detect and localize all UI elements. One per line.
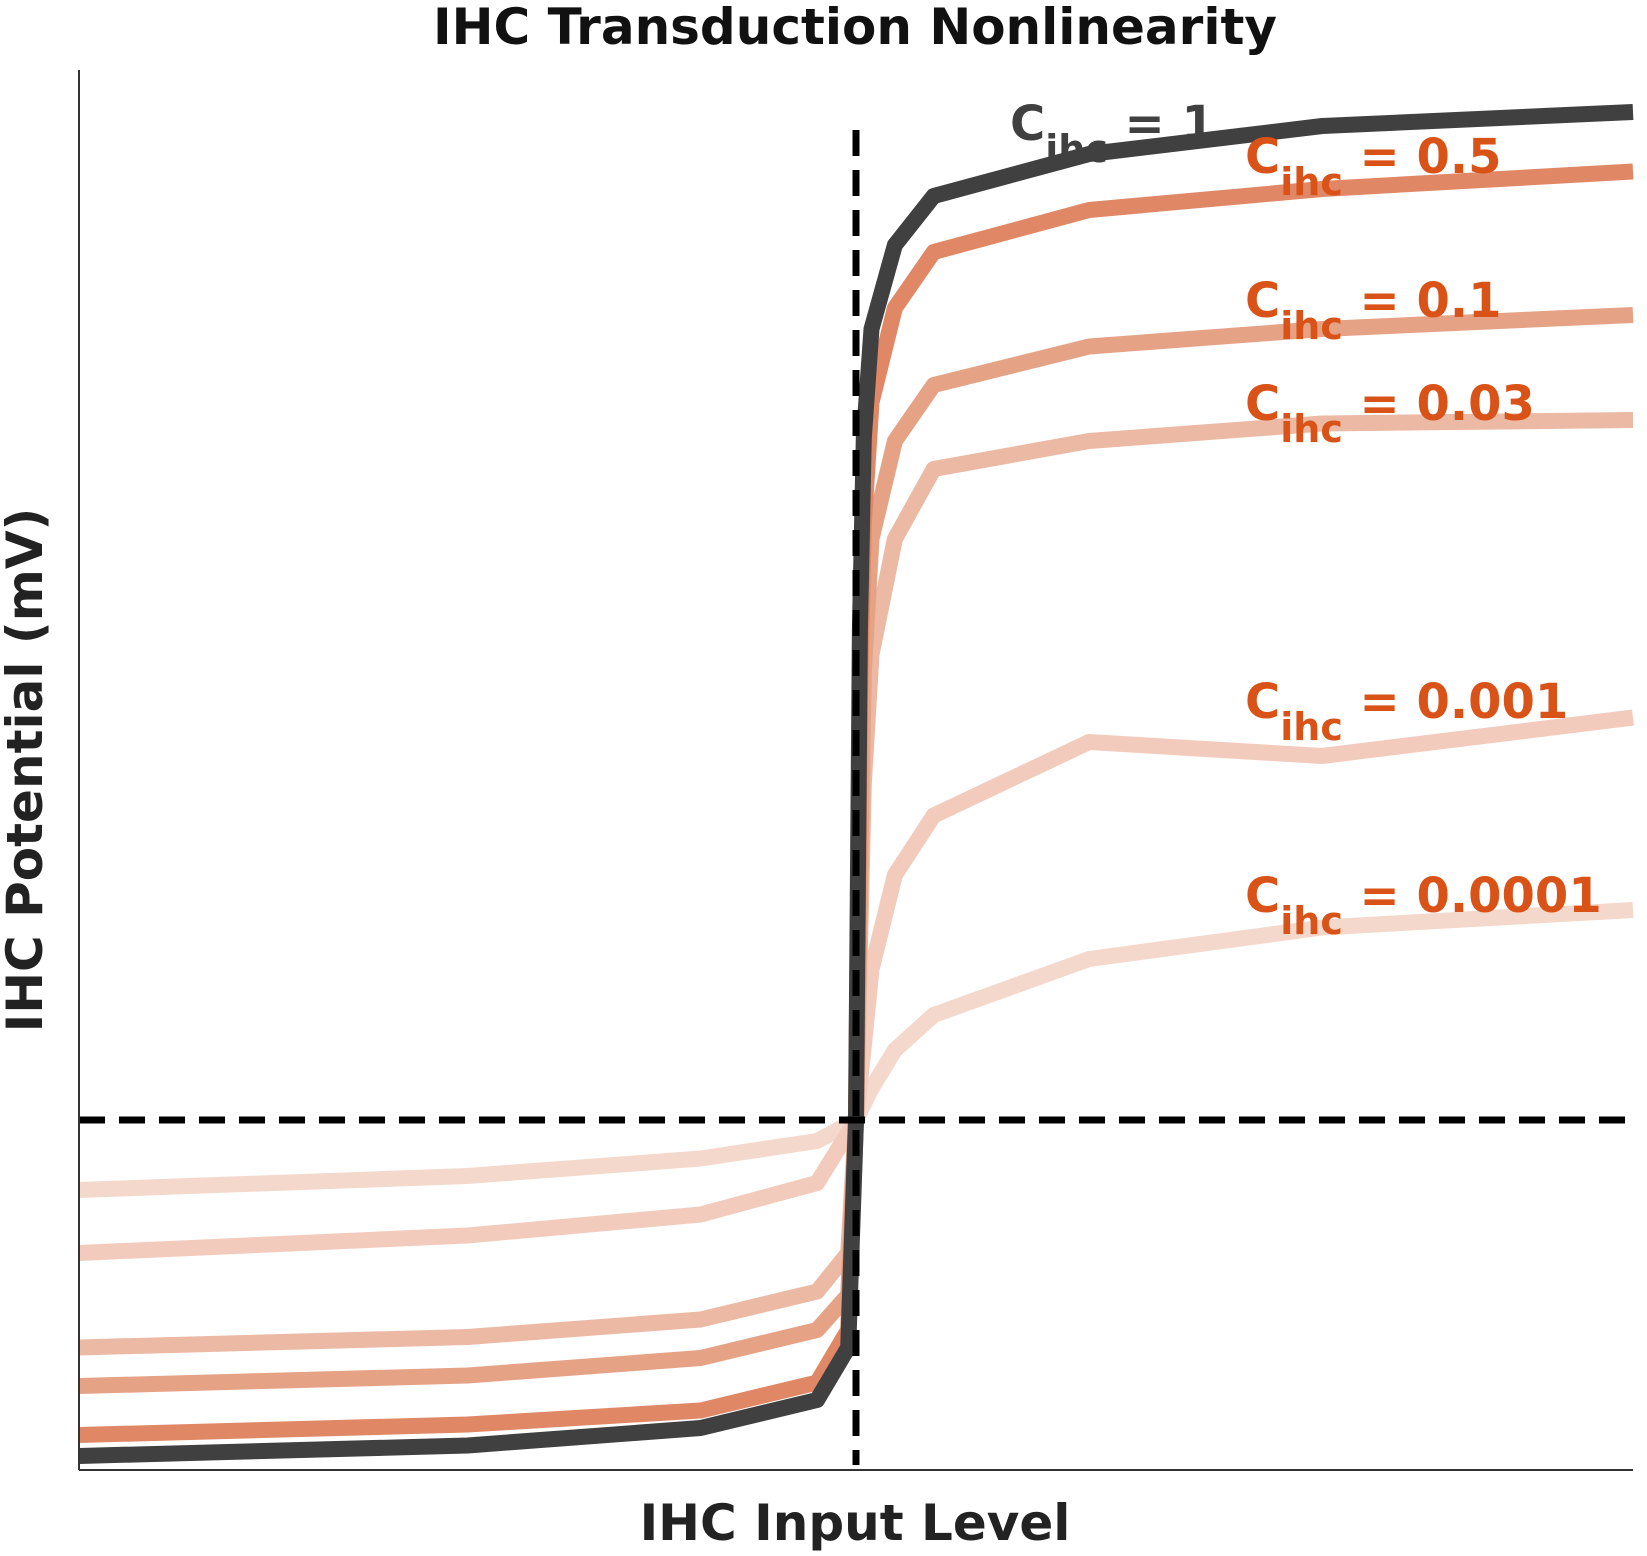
- curve-label-3: Cihc = 0.1: [1245, 273, 1502, 348]
- curve-label-2: Cihc = 0.03: [1245, 376, 1535, 451]
- series-line-0: [78, 902, 1634, 1198]
- curve-label-1: Cihc = 0.001: [1245, 674, 1568, 749]
- x-axis-label: IHC Input Level: [640, 1494, 1071, 1552]
- series-line-5: [78, 104, 1634, 1464]
- chart-title: IHC Transduction Nonlinearity: [433, 0, 1277, 56]
- curve-label-0: Cihc = 0.0001: [1245, 868, 1602, 943]
- curve-label-5: Cihc = 1: [1010, 96, 1215, 171]
- curve-label-4: Cihc = 0.5: [1245, 129, 1502, 204]
- curve-labels: Cihc = 0.0001 Cihc = 0.001 Cihc = 0.03 Cihc…: [1010, 96, 1602, 943]
- series-line-1: [78, 709, 1634, 1261]
- plot-area: [78, 104, 1634, 1465]
- y-axis-label: IHC Potential (mV): [0, 508, 54, 1033]
